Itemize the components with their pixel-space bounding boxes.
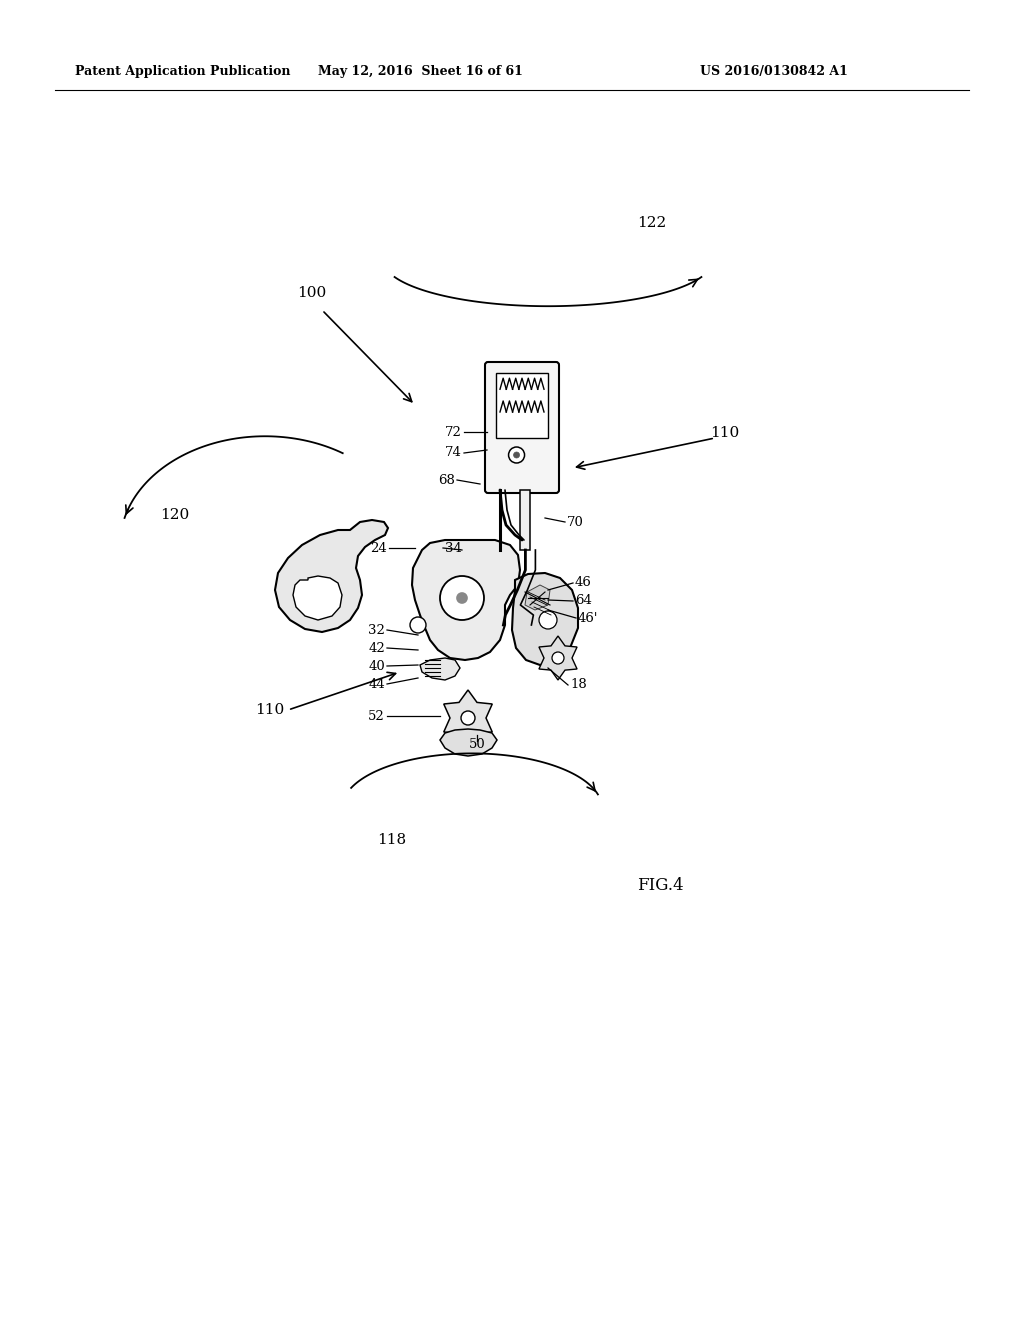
Circle shape — [457, 593, 467, 603]
Circle shape — [461, 711, 475, 725]
Polygon shape — [412, 540, 520, 660]
Circle shape — [539, 611, 557, 630]
Text: May 12, 2016  Sheet 16 of 61: May 12, 2016 Sheet 16 of 61 — [317, 66, 522, 78]
Text: 118: 118 — [378, 833, 407, 847]
Text: 42: 42 — [369, 642, 385, 655]
Polygon shape — [293, 576, 342, 620]
Text: 46: 46 — [575, 576, 592, 589]
Text: 70: 70 — [567, 516, 584, 528]
Text: 50: 50 — [469, 738, 485, 751]
Text: 100: 100 — [297, 286, 327, 300]
FancyBboxPatch shape — [485, 362, 559, 492]
Text: 52: 52 — [369, 710, 385, 722]
Polygon shape — [539, 636, 578, 680]
Text: 32: 32 — [368, 623, 385, 636]
Text: 64: 64 — [575, 594, 592, 606]
Text: 74: 74 — [445, 446, 462, 459]
Polygon shape — [520, 490, 530, 550]
Polygon shape — [440, 729, 497, 756]
Text: 68: 68 — [438, 474, 455, 487]
Text: US 2016/0130842 A1: US 2016/0130842 A1 — [700, 66, 848, 78]
Polygon shape — [275, 520, 388, 632]
Text: 18: 18 — [570, 678, 587, 692]
Text: 120: 120 — [161, 508, 189, 521]
Circle shape — [440, 576, 484, 620]
Circle shape — [514, 451, 519, 458]
Text: 40: 40 — [369, 660, 385, 672]
Text: 110: 110 — [711, 426, 739, 440]
Text: 24: 24 — [371, 541, 387, 554]
Text: 34: 34 — [445, 541, 462, 554]
Text: 46': 46' — [578, 611, 598, 624]
Text: 72: 72 — [445, 425, 462, 438]
Polygon shape — [443, 690, 493, 746]
Text: 122: 122 — [637, 216, 667, 230]
Polygon shape — [525, 585, 550, 610]
Circle shape — [552, 652, 564, 664]
Bar — [496, 374, 548, 438]
Circle shape — [509, 447, 524, 463]
Text: 44: 44 — [369, 677, 385, 690]
Text: Patent Application Publication: Patent Application Publication — [75, 66, 291, 78]
Polygon shape — [420, 657, 460, 680]
Text: 110: 110 — [255, 704, 285, 717]
Circle shape — [410, 616, 426, 634]
Text: FIG.4: FIG.4 — [637, 876, 683, 894]
Polygon shape — [512, 573, 578, 665]
